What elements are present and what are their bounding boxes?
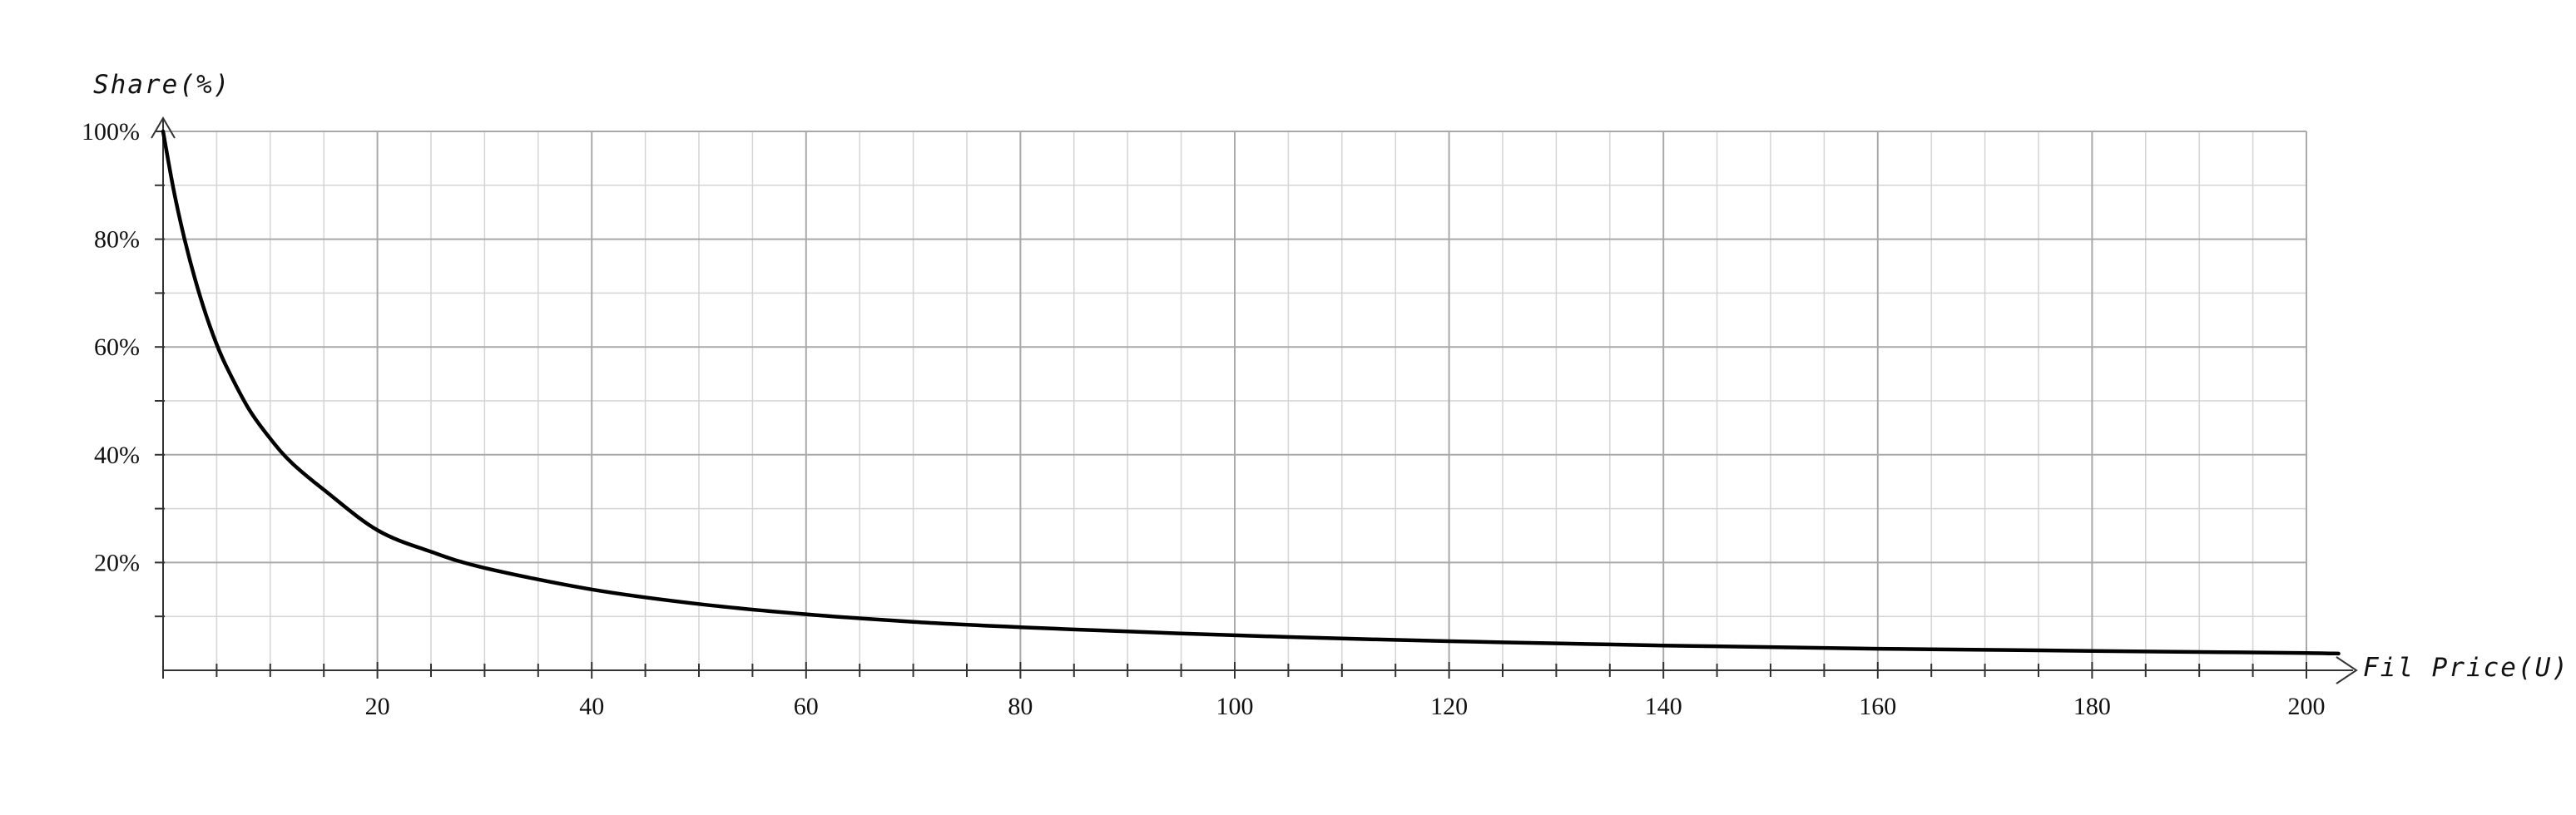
x-tick-label: 200 xyxy=(2288,693,2326,720)
x-tick-label: 120 xyxy=(1430,693,1468,720)
x-axis-title: Fil Price(U) xyxy=(2363,653,2569,683)
x-tick-label: 80 xyxy=(1008,693,1033,720)
y-tick-label: 60% xyxy=(94,333,140,361)
x-tick-label: 40 xyxy=(579,693,604,720)
x-tick-label: 20 xyxy=(365,693,390,720)
y-tick-label: 40% xyxy=(94,442,140,469)
axis-ticks xyxy=(155,131,2307,679)
x-tick-label: 100 xyxy=(1216,693,1254,720)
x-tick-label: 160 xyxy=(1859,693,1896,720)
major-gridlines xyxy=(163,131,2307,670)
y-tick-label: 20% xyxy=(94,549,140,576)
x-tick-label: 60 xyxy=(794,693,819,720)
share-curve xyxy=(161,129,2341,656)
x-tick-label: 140 xyxy=(1645,693,1682,720)
x-axis-arrow xyxy=(2336,656,2358,684)
axes xyxy=(151,116,2358,684)
y-tick-labels: 20% 40% 60% 80% 100% xyxy=(82,118,140,576)
y-tick-label: 100% xyxy=(82,118,140,146)
y-axis-title: Share(%) xyxy=(93,70,230,100)
y-tick-label: 80% xyxy=(94,226,140,254)
x-tick-labels: 20 40 60 80 100 120 140 160 180 200 xyxy=(365,693,2326,720)
x-tick-label: 180 xyxy=(2073,693,2111,720)
